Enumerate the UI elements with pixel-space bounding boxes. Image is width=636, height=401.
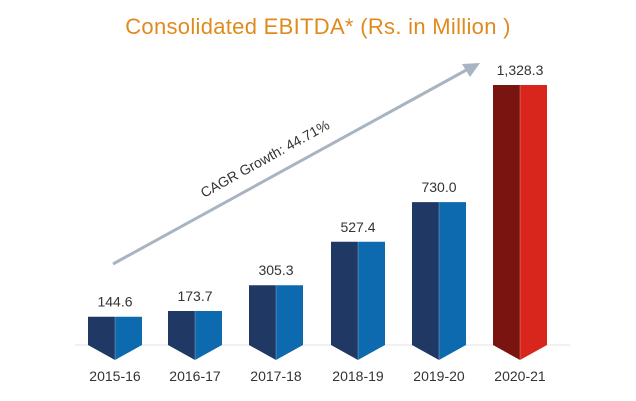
bar-left-face [88, 316, 115, 360]
category-label: 2019-20 [413, 368, 465, 384]
bar-left-face [249, 285, 276, 360]
bars-group [88, 85, 547, 360]
bar-right-face [520, 85, 547, 360]
chart-title: Consolidated EBITDA* (Rs. in Million ) [125, 14, 511, 39]
category-label: 2015-16 [89, 368, 141, 384]
category-label: 2016-17 [169, 368, 221, 384]
value-label: 173.7 [177, 288, 212, 304]
bar-left-face [493, 85, 520, 360]
cagr-arrow [112, 63, 480, 266]
category-label: 2020-21 [494, 368, 546, 384]
bar-right-face [358, 241, 385, 360]
bar-right-face [115, 316, 142, 360]
bar-2019-20 [412, 202, 466, 360]
bar-left-face [331, 241, 358, 360]
labels-group: 144.6 2015-16 173.7 2016-17 305.3 2017-18 527.… [89, 62, 546, 384]
value-label: 730.0 [421, 179, 456, 195]
value-label: 527.4 [340, 219, 375, 235]
category-label: 2018-19 [332, 368, 384, 384]
bar-2017-18 [249, 285, 303, 360]
bar-left-face [412, 202, 439, 360]
cagr-annotation: CAGR Growth: 44.71% [198, 116, 332, 200]
value-label: 1,328.3 [497, 62, 544, 78]
bar-2018-19 [331, 241, 385, 360]
value-label: 305.3 [258, 262, 293, 278]
bar-2016-17 [168, 311, 222, 360]
bar-right-face [195, 311, 222, 360]
bar-2020-21 [493, 85, 547, 360]
bar-right-face [276, 285, 303, 360]
bar-right-face [439, 202, 466, 360]
bar-left-face [168, 311, 195, 360]
value-label: 144.6 [97, 294, 132, 310]
category-label: 2017-18 [250, 368, 302, 384]
bar-2015-16 [88, 316, 142, 360]
